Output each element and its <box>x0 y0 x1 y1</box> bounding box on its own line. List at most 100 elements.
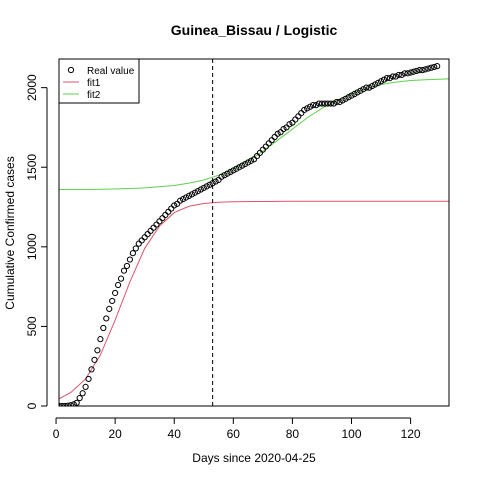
data-point <box>197 186 204 193</box>
chart-title: Guinea_Bissau / Logistic <box>171 22 338 38</box>
data-point <box>386 75 394 82</box>
data-point <box>345 94 352 101</box>
y-tick-label: 2000 <box>25 74 39 101</box>
data-point <box>304 105 311 112</box>
data-point <box>389 73 396 80</box>
data-point <box>109 297 116 305</box>
data-point <box>312 102 320 109</box>
series-line-fit1 <box>59 200 449 400</box>
x-tick-label: 0 <box>53 427 60 441</box>
data-point <box>97 336 104 343</box>
data-point <box>94 347 101 354</box>
fit-lines <box>59 78 449 400</box>
data-point <box>191 189 199 196</box>
data-point <box>100 324 107 332</box>
data-point <box>333 98 340 106</box>
x-axis-label: Days since 2020-04-25 <box>192 451 316 465</box>
data-point <box>309 102 317 109</box>
x-axis: 0 20 40 60 80 100 120 <box>53 417 421 441</box>
y-tick-label: 0 <box>25 402 39 409</box>
x-tick-label: 120 <box>401 427 421 441</box>
data-point <box>301 106 308 114</box>
data-point <box>76 394 83 402</box>
data-point <box>91 356 98 363</box>
data-point <box>114 281 122 289</box>
data-point <box>395 71 402 79</box>
legend-label-fit1: fit1 <box>87 78 101 89</box>
data-point <box>179 195 187 203</box>
data-point <box>182 194 190 201</box>
data-point <box>230 167 237 174</box>
y-tick-label: 500 <box>25 316 39 336</box>
data-point <box>112 289 119 297</box>
data-point <box>123 262 131 270</box>
data-point <box>425 65 432 72</box>
data-point <box>419 67 426 74</box>
data-point <box>194 188 201 195</box>
data-point <box>315 100 323 107</box>
legend-label-fit2: fit2 <box>87 90 101 101</box>
series-line-fit2 <box>59 78 449 191</box>
y-axis: 0 500 1000 1500 2000 <box>25 74 48 409</box>
data-point <box>177 197 184 204</box>
data-point <box>185 192 193 199</box>
data-point <box>132 245 139 252</box>
data-point <box>374 79 382 86</box>
legend-label-real-value: Real value <box>87 66 135 77</box>
data-point <box>363 84 370 91</box>
data-point <box>129 250 136 257</box>
data-point <box>392 73 399 80</box>
data-point <box>247 157 255 164</box>
data-point <box>188 191 196 198</box>
data-point <box>227 168 234 176</box>
data-point <box>342 95 349 102</box>
data-point <box>307 103 314 110</box>
data-point <box>103 315 110 322</box>
legend-box <box>58 58 140 104</box>
data-point <box>224 170 231 177</box>
data-point <box>200 184 207 192</box>
data-point <box>239 162 246 169</box>
data-point <box>428 64 435 71</box>
data-point <box>82 383 89 390</box>
data-point <box>324 100 331 107</box>
x-tick-label: 100 <box>341 427 361 441</box>
data-point <box>120 267 128 274</box>
data-point <box>327 100 334 107</box>
data-point <box>88 366 95 373</box>
y-axis-label: Cumulative Confirmed cases <box>3 156 17 309</box>
data-point <box>286 121 293 128</box>
data-point <box>67 402 74 406</box>
y-tick-label: 1000 <box>25 233 39 260</box>
data-point <box>401 70 408 77</box>
data-point <box>380 76 388 83</box>
data-point <box>233 165 240 172</box>
data-point <box>383 75 391 82</box>
data-point <box>377 78 385 85</box>
data-point <box>274 130 281 137</box>
data-point <box>398 71 405 79</box>
data-point <box>366 84 373 91</box>
data-point <box>244 159 252 166</box>
data-point <box>339 97 346 104</box>
data-point <box>354 89 361 96</box>
data-point <box>280 125 287 133</box>
data-point <box>404 70 411 77</box>
data-point <box>369 82 376 90</box>
data-point <box>85 375 92 383</box>
legend: Real value fit1 fit2 <box>58 58 140 104</box>
data-point <box>221 172 228 179</box>
data-point <box>321 100 329 107</box>
data-point <box>236 164 243 171</box>
legend-point-icon <box>67 66 75 74</box>
real-value-points <box>59 63 441 406</box>
data-point <box>73 399 80 406</box>
data-point <box>422 66 429 73</box>
data-point <box>106 305 113 312</box>
data-point <box>431 63 438 71</box>
x-tick-label: 60 <box>227 427 241 441</box>
data-point <box>336 98 343 106</box>
data-point <box>360 86 367 93</box>
y-tick-label: 1500 <box>25 154 39 181</box>
